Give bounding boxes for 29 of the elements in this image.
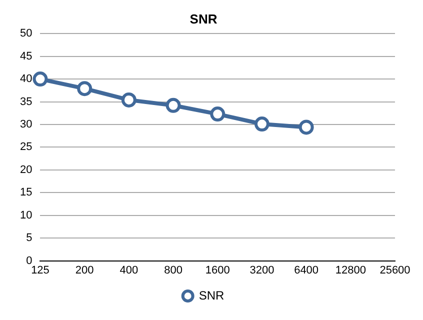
point [77, 81, 92, 96]
y-tick-label: 10 [20, 209, 32, 222]
x-tick-label: 800 [164, 264, 182, 276]
x-tick-label: 1600 [205, 264, 230, 276]
x-tick-label: 25600 [380, 264, 410, 276]
y-tick-label: 40 [20, 73, 32, 86]
point [254, 116, 270, 132]
y-tick-label: 35 [20, 96, 32, 108]
y-tick-label: 50 [20, 28, 32, 40]
x-tick-label: 400 [120, 264, 138, 276]
y-tick-label: 20 [20, 164, 32, 176]
chart-title: SNR [190, 11, 218, 26]
point [298, 120, 314, 135]
point [121, 92, 136, 108]
x-tick-label: 12800 [335, 264, 366, 276]
point [210, 106, 226, 122]
point [166, 98, 181, 113]
y-tick-label: 25 [20, 141, 32, 154]
x-tick-label: 3200 [250, 264, 274, 276]
y-tick-label: 5 [26, 232, 32, 244]
y-tick-label: 30 [20, 118, 32, 131]
y-tick-label: 0 [26, 254, 32, 267]
x-tick-label: 6400 [294, 264, 319, 276]
point [32, 72, 48, 87]
y-tick-label: 45 [20, 50, 32, 62]
x-tick-label: 125 [31, 264, 50, 276]
legend-label: SNR [198, 288, 224, 302]
y-tick-label: 15 [20, 186, 32, 199]
x-tick-label: 200 [75, 264, 94, 276]
